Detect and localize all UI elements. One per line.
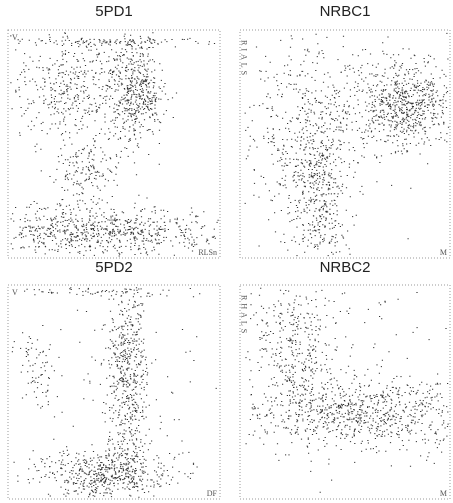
dot-cloud bbox=[244, 32, 450, 257]
panel-title: NRBC1 bbox=[320, 3, 371, 20]
dot-cloud bbox=[245, 287, 449, 493]
scatter-panel: NRBC1 RIALS M bbox=[239, 3, 451, 259]
x-axis-label: RLSn bbox=[198, 248, 217, 257]
x-axis-label: M bbox=[440, 248, 447, 257]
plot-frame bbox=[239, 284, 451, 500]
plot-frame bbox=[7, 284, 221, 500]
y-axis-label: V bbox=[12, 33, 18, 42]
y-axis-label: RIALS bbox=[240, 40, 249, 78]
x-axis-label: M bbox=[440, 489, 447, 498]
y-axis-label: V bbox=[12, 288, 18, 297]
plot-frame bbox=[239, 29, 451, 259]
dot-cloud bbox=[11, 287, 217, 498]
scatter-panel: 5PD1 V RLSn bbox=[7, 3, 221, 259]
scatter-panel: NRBC2 RHALS M bbox=[239, 259, 451, 500]
panel-title: NRBC2 bbox=[320, 259, 371, 276]
y-axis-label: RHALS bbox=[240, 295, 249, 336]
panel-title: 5PD2 bbox=[95, 259, 133, 276]
plot-frame bbox=[7, 29, 221, 259]
dot-cloud bbox=[10, 32, 219, 257]
x-axis-label: DF bbox=[207, 489, 218, 498]
scatter-panel: 5PD2 V DF bbox=[7, 259, 221, 500]
panel-title: 5PD1 bbox=[95, 3, 133, 20]
